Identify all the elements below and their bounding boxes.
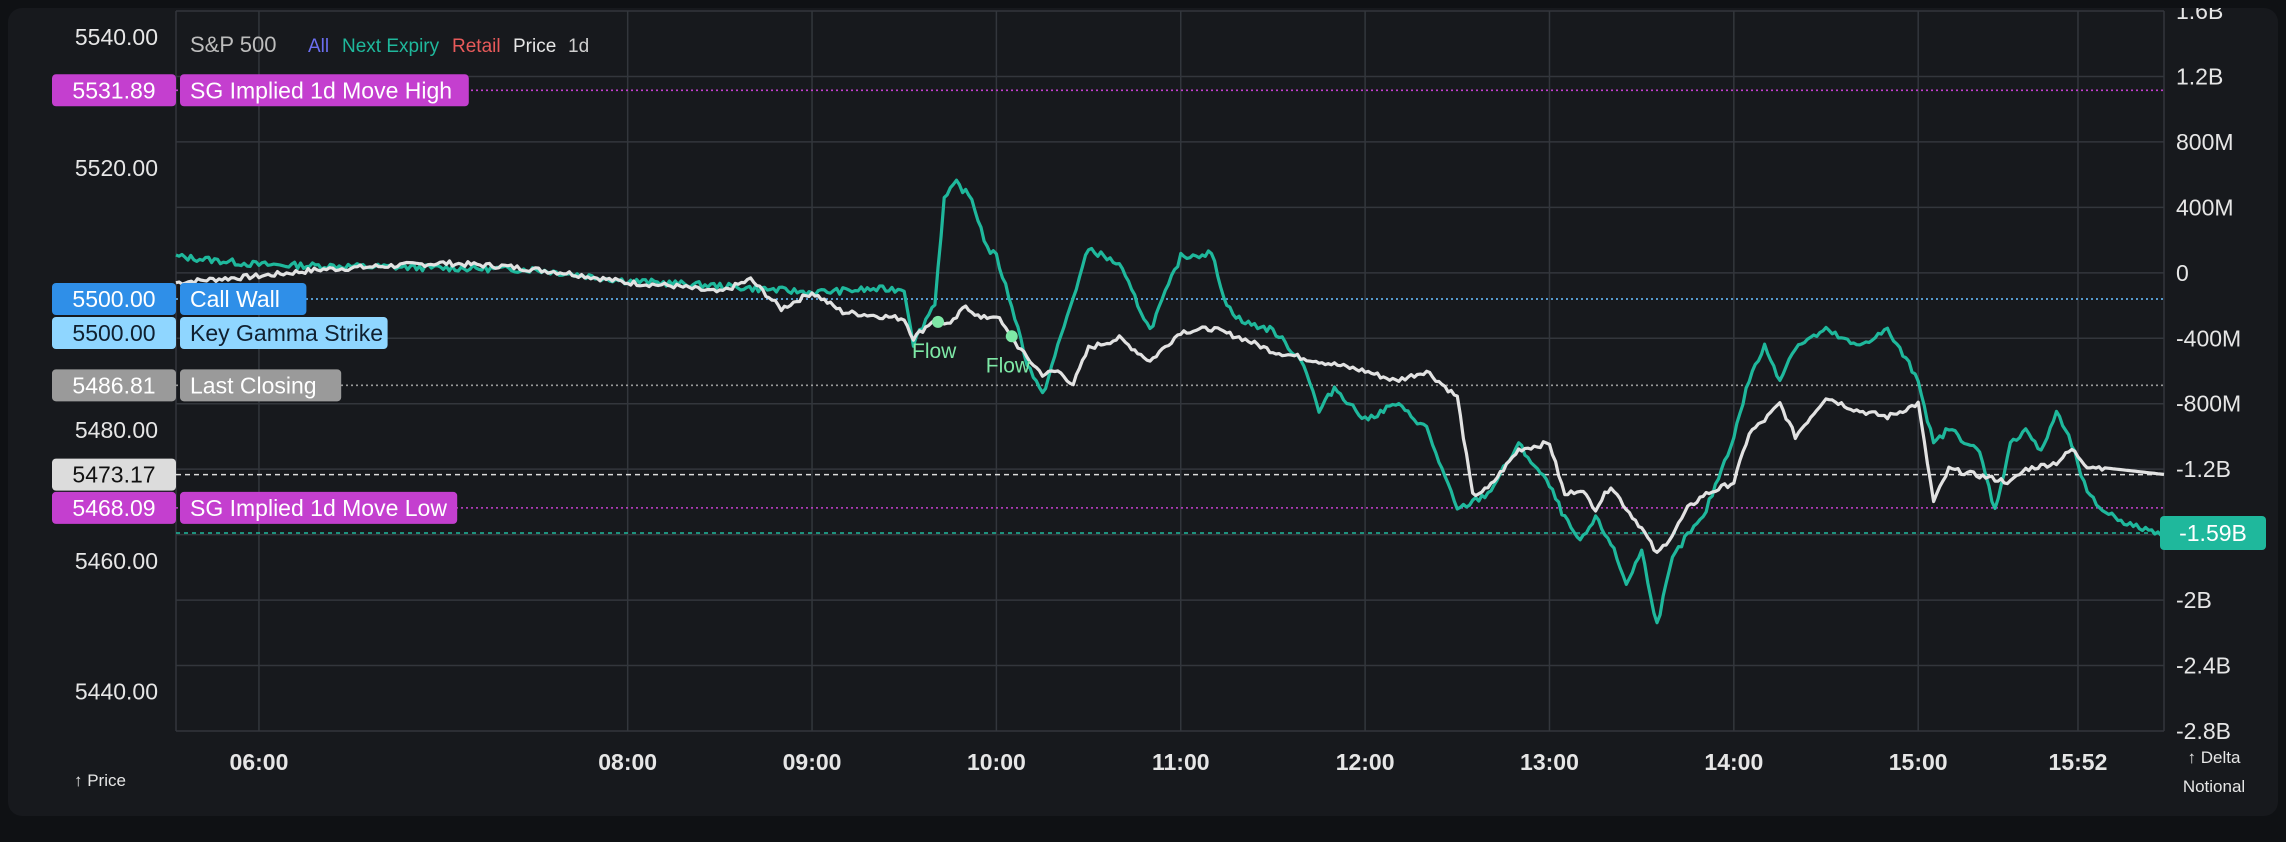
- right-tick-label: -800M: [2176, 391, 2241, 417]
- level-name-text: SG Implied 1d Move High: [190, 77, 452, 103]
- legend-next-expiry[interactable]: Next Expiry: [342, 36, 440, 57]
- level-value-text: 5500.00: [72, 320, 155, 346]
- left-tick-label: 5440.00: [75, 679, 158, 705]
- level-value-text: 5473.17: [72, 462, 155, 488]
- flow-marker: [1005, 330, 1018, 343]
- x-tick-label: 14:00: [1704, 749, 1763, 775]
- x-tick-label: 15:00: [1889, 749, 1948, 775]
- right-axis: 1.6B1.2B800M400M0-400M-800M-1.2B-1.6B-2B…: [2176, 8, 2241, 744]
- level-name-tag: [180, 74, 469, 107]
- level-value-text: 5531.89: [72, 77, 155, 103]
- legend-timeframe[interactable]: 1d: [568, 36, 589, 57]
- right-tick-label: 1.6B: [2176, 8, 2223, 24]
- left-tick-label: 5520.00: [75, 155, 158, 181]
- left-axis-name: ↑ Price: [74, 771, 126, 790]
- level-name-tag: [180, 317, 388, 349]
- left-axis: 5540.00 5520.00 5500.00 5480.00 5460.00 5440.…: [75, 24, 158, 705]
- left-tick-label: 5540.00: [75, 24, 158, 50]
- x-axis: 06:00 08:00 09:00 10:00 11:00 12:00 13:00 14:00…: [230, 749, 2108, 775]
- chart-panel: Flow Flow 5540.00 5520.00 5500.00 5480.00 546…: [8, 8, 2278, 816]
- current-delta-text: -1.59B: [2179, 520, 2247, 546]
- x-tick-label: 13:00: [1520, 749, 1579, 775]
- current-delta-badge: [2160, 516, 2266, 550]
- level-value-tag: [52, 283, 176, 315]
- x-tick-label: 10:00: [967, 749, 1026, 775]
- level-value-text: 5486.81: [72, 372, 155, 398]
- x-tick-label: 08:00: [598, 749, 657, 775]
- plot-area: [176, 11, 2164, 731]
- x-tick-label: 06:00: [230, 749, 289, 775]
- level-value-tag: [52, 369, 176, 402]
- flow-label: Flow: [912, 340, 957, 363]
- legend-price[interactable]: Price: [513, 36, 556, 57]
- level-name-text: Key Gamma Strike: [190, 320, 383, 346]
- annotations: Flow Flow: [912, 315, 1031, 377]
- level-tags: 5531.89 SG Implied 1d Move High 5500.00 Cal…: [52, 74, 2266, 550]
- chart: Flow Flow 5540.00 5520.00 5500.00 5480.00 546…: [52, 8, 2266, 796]
- series-layer: [175, 178, 2165, 625]
- left-tick-label: 5480.00: [75, 417, 158, 443]
- level-lines: [176, 89, 2164, 534]
- right-tick-label: -400M: [2176, 325, 2241, 351]
- right-tick-label: 1.2B: [2176, 63, 2223, 89]
- left-tick-label: 5460.00: [75, 548, 158, 574]
- legend-retail[interactable]: Retail: [452, 36, 501, 57]
- level-name-tag: [180, 491, 458, 524]
- level-value-tag: [52, 458, 176, 491]
- right-tick-label: 400M: [2176, 194, 2234, 220]
- right-axis-name-2: Notional: [2183, 777, 2245, 796]
- level-value-tag: [52, 74, 176, 107]
- x-tick-label: 09:00: [783, 749, 842, 775]
- level-name-text: Last Closing: [190, 372, 317, 398]
- right-tick-label: -2B: [2176, 587, 2212, 613]
- x-tick-label: 15:52: [2049, 749, 2108, 775]
- level-name-text: SG Implied 1d Move Low: [190, 495, 447, 521]
- flow-label: Flow: [986, 354, 1031, 377]
- level-value-tag: [52, 491, 176, 524]
- flow-marker: [932, 315, 945, 328]
- price-series-line: [175, 259, 2165, 554]
- right-axis-name-1: ↑ Delta: [2188, 748, 2241, 767]
- legend-all[interactable]: All: [308, 36, 329, 57]
- level-name-tag: [180, 283, 307, 315]
- level-name-text: Call Wall: [190, 286, 280, 312]
- level-name-tag: [180, 369, 342, 402]
- level-value-text: 5468.09: [72, 495, 155, 521]
- chart-title: S&P 500: [190, 32, 276, 57]
- right-tick-label: -2.4B: [2176, 653, 2231, 679]
- level-value-tag: [52, 317, 176, 349]
- right-tick-label: 0: [2176, 260, 2189, 286]
- x-tick-label: 11:00: [1152, 749, 1210, 775]
- right-tick-label: -2.8B: [2176, 718, 2231, 744]
- right-tick-label: -1.2B: [2176, 456, 2231, 482]
- level-value-text: 5500.00: [72, 286, 155, 312]
- x-tick-label: 12:00: [1336, 749, 1395, 775]
- right-tick-label: 800M: [2176, 129, 2234, 155]
